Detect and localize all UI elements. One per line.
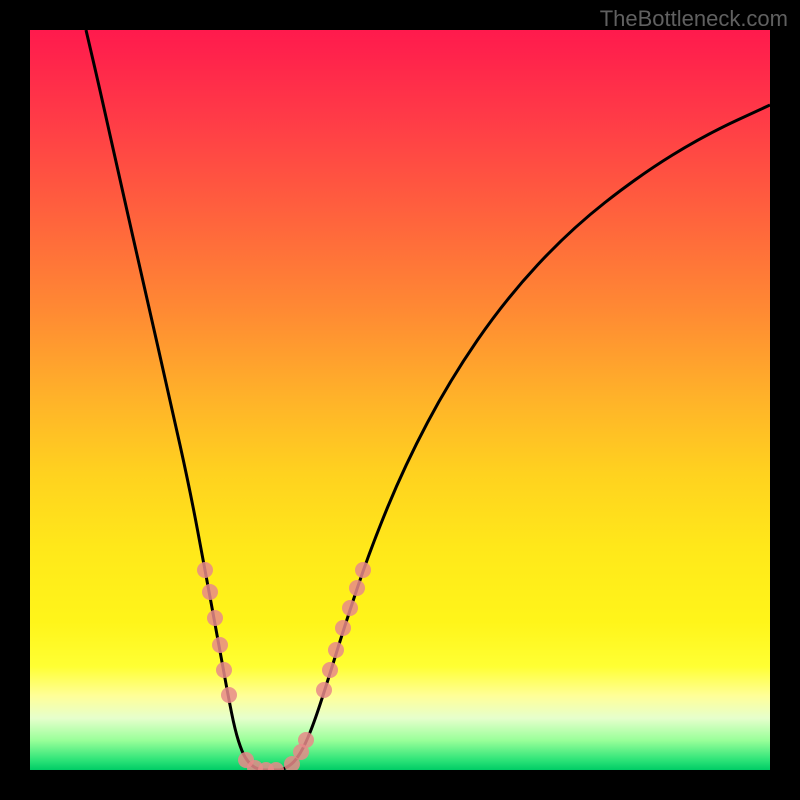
scatter-point	[328, 642, 344, 658]
scatter-point	[335, 620, 351, 636]
scatter-point	[322, 662, 338, 678]
curve-left-branch	[86, 30, 262, 770]
scatter-point	[298, 732, 314, 748]
plot-area	[30, 30, 770, 770]
scatter-point	[221, 687, 237, 703]
scatter-point	[202, 584, 218, 600]
scatter-markers	[197, 562, 371, 770]
curve-layer	[30, 30, 770, 770]
curve-right-branch	[280, 105, 770, 770]
scatter-point	[216, 662, 232, 678]
watermark-text: TheBottleneck.com	[600, 6, 788, 32]
scatter-point	[212, 637, 228, 653]
scatter-point	[349, 580, 365, 596]
scatter-point	[316, 682, 332, 698]
scatter-point	[355, 562, 371, 578]
scatter-point	[207, 610, 223, 626]
scatter-point	[342, 600, 358, 616]
scatter-point	[197, 562, 213, 578]
scatter-point	[268, 762, 284, 770]
